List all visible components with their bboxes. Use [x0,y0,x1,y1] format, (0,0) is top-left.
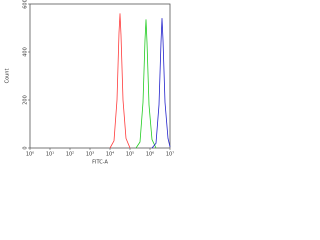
y-tick-label: 400 [23,47,29,57]
x-tick-label: 10⁷ [166,152,174,158]
x-tick-label: 10¹ [46,152,54,158]
x-tick-label: 10⁴ [106,152,114,158]
histogram-curve [109,13,131,149]
y-tick-label: 200 [23,95,29,105]
plot-frame [29,3,171,149]
histogram-curve [135,19,157,149]
y-tick-label: 600 [23,0,29,9]
chart: FITC-A Count 10⁰ 10¹ 10² 10³ 10⁴ 10⁵ 10⁶ 10⁷ 0 20… [5,0,175,166]
x-tick-label: 10⁵ [126,152,134,158]
histogram-curve [151,17,171,149]
y-tick-label: 0 [23,146,29,149]
x-tick-label: 10⁶ [146,152,154,158]
x-tick-label: 10² [66,152,74,158]
x-axis-label: FITC-A [92,160,108,166]
x-tick-label: 10³ [86,152,94,158]
x-tick-label: 10⁰ [26,152,34,158]
y-axis-label: Count [5,69,11,84]
